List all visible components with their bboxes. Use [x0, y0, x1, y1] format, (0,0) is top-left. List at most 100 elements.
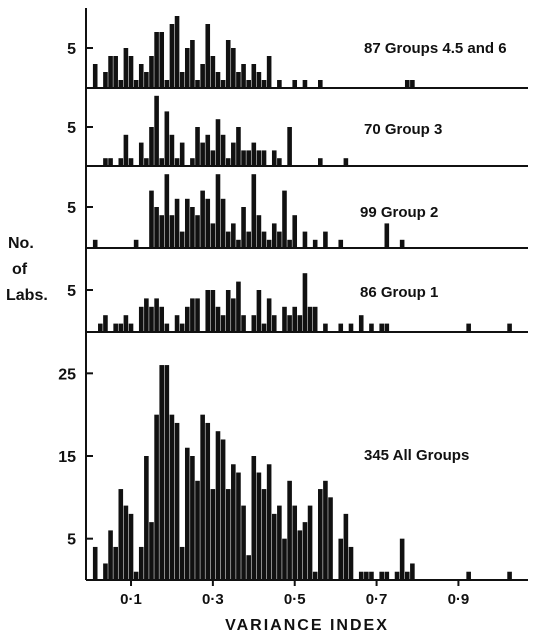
bar: [251, 456, 257, 580]
bar: [251, 64, 257, 88]
bar: [297, 530, 303, 580]
bar: [195, 298, 200, 332]
bar: [113, 546, 118, 580]
bar: [225, 290, 231, 332]
bar: [348, 546, 354, 580]
bar: [123, 134, 129, 166]
bar: [297, 315, 303, 332]
bar: [261, 231, 267, 248]
bar: [312, 571, 318, 580]
bar: [179, 323, 185, 332]
bar: [174, 16, 180, 88]
panel-title: 345 All Groups: [364, 447, 469, 464]
bar: [190, 158, 195, 166]
bar: [384, 223, 390, 248]
bar: [133, 571, 139, 580]
bar: [205, 134, 211, 166]
y-axis-label-line-1: No.: [8, 235, 34, 252]
bar: [231, 298, 236, 332]
bar: [179, 142, 185, 166]
bar: [292, 80, 298, 88]
bar: [169, 134, 175, 166]
bar: [282, 190, 287, 248]
bar: [118, 80, 124, 88]
bar: [215, 431, 221, 580]
bar: [302, 80, 308, 88]
bar: [302, 231, 308, 248]
bar: [128, 323, 134, 332]
bar: [220, 315, 226, 332]
x-tick-label: 0·5: [284, 591, 306, 608]
bar: [271, 150, 277, 166]
bar: [236, 239, 241, 248]
panel-title: 87 Groups 4.5 and 6: [364, 40, 507, 57]
bar: [256, 472, 262, 580]
bar: [164, 365, 170, 580]
bar: [256, 150, 262, 166]
bar: [241, 150, 246, 166]
bar: [149, 522, 154, 580]
bar: [246, 150, 251, 166]
bar: [184, 447, 190, 580]
bar: [174, 315, 180, 332]
bar: [92, 64, 98, 88]
bar: [210, 150, 216, 166]
bar: [271, 223, 277, 248]
bar: [190, 456, 195, 580]
bar: [215, 119, 221, 166]
bar: [277, 231, 282, 248]
bar: [379, 323, 384, 332]
bar: [236, 281, 241, 332]
bar: [123, 48, 129, 88]
x-tick-label: 0·3: [202, 591, 224, 608]
bar: [179, 546, 185, 580]
bar: [154, 414, 159, 580]
bar: [231, 48, 236, 88]
bar: [103, 315, 108, 332]
bar: [399, 239, 405, 248]
panel-2: 5 70 Group 3: [67, 95, 528, 167]
x-axis: 0·1 0·3 0·5 0·7 0·9: [120, 580, 469, 608]
bar: [384, 323, 390, 332]
bar: [169, 414, 175, 580]
bar: [292, 306, 298, 332]
bar: [133, 239, 139, 248]
bar: [92, 546, 98, 580]
bar: [154, 298, 159, 332]
bar: [220, 80, 226, 88]
bar: [404, 80, 410, 88]
bar: [261, 323, 267, 332]
bar: [128, 56, 134, 88]
x-tick-label: 0·1: [120, 591, 142, 608]
y-axis-label-line-2: of: [12, 261, 28, 278]
bar: [266, 298, 272, 332]
y-tick-label: 5: [67, 200, 76, 217]
bar: [277, 80, 282, 88]
bar: [174, 198, 180, 248]
bar: [343, 158, 349, 166]
bar: [200, 142, 205, 166]
bar: [312, 306, 318, 332]
bar: [190, 40, 195, 88]
bar: [246, 231, 251, 248]
bar: [225, 40, 231, 88]
bar: [271, 513, 277, 580]
bar: [215, 72, 221, 88]
y-tick-label: 5: [67, 283, 76, 300]
bar: [128, 513, 134, 580]
bar: [174, 422, 180, 580]
bar: [271, 315, 277, 332]
bar: [149, 127, 154, 166]
y-axis-label-line-3: Labs.: [6, 287, 48, 304]
bar: [108, 158, 113, 166]
bar: [144, 456, 149, 580]
bar: [195, 215, 200, 248]
bar: [369, 323, 374, 332]
bar: [261, 489, 267, 580]
bar: [205, 422, 211, 580]
bar: [159, 215, 165, 248]
bar: [118, 158, 124, 166]
bar: [302, 522, 308, 580]
bar: [138, 142, 144, 166]
